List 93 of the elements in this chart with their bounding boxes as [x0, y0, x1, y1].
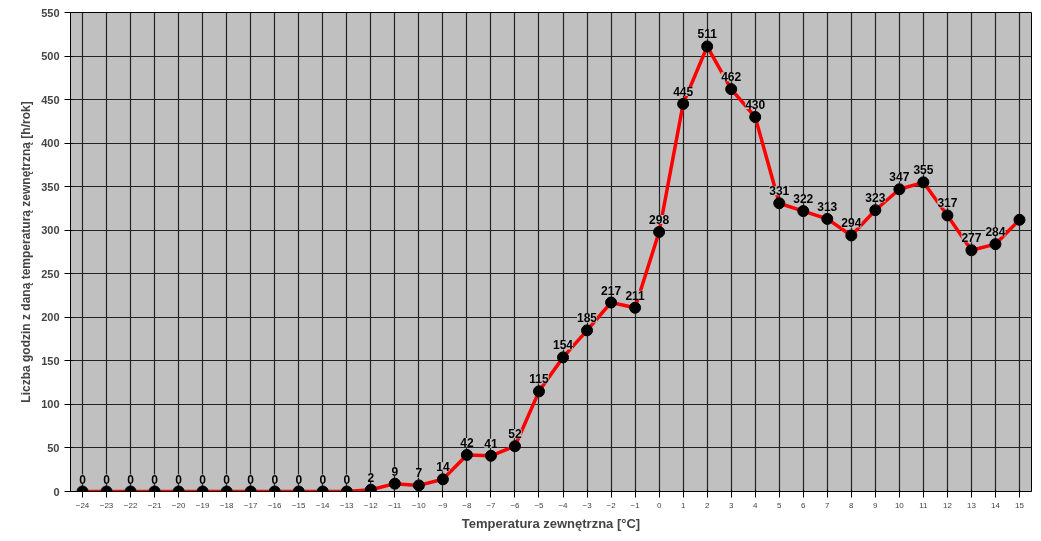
data-label: 323	[865, 191, 886, 206]
x-tick-label: 6	[801, 500, 807, 510]
data-label: 2	[367, 470, 375, 485]
data-label: 185	[577, 311, 598, 326]
x-tick-label: −3	[582, 500, 593, 510]
x-tick-label: 11	[919, 500, 929, 510]
data-label: 511	[697, 27, 718, 42]
x-tick-label: −16	[267, 500, 283, 510]
data-label: 154	[553, 338, 574, 353]
x-tick-label: −18	[219, 500, 234, 510]
x-tick-label: −22	[123, 500, 138, 510]
data-label: 0	[319, 472, 327, 487]
x-tick-label: −9	[438, 500, 448, 510]
x-tick-label: −12	[364, 500, 379, 510]
y-tick-label: 500	[41, 50, 60, 63]
data-label: 0	[175, 472, 183, 487]
data-label: 0	[271, 472, 279, 487]
data-label: 0	[127, 472, 135, 487]
x-tick-label: 2	[704, 500, 710, 510]
x-tick-label: −24	[75, 500, 90, 510]
x-tick-label: 13	[966, 500, 977, 510]
y-tick-label: 150	[41, 354, 60, 367]
x-tick-label: −6	[510, 500, 521, 510]
y-tick-label: 300	[41, 224, 60, 237]
data-label: 0	[295, 472, 303, 487]
data-label: 347	[889, 170, 910, 185]
data-label: 42	[460, 435, 474, 450]
x-tick-label: −23	[99, 500, 114, 510]
x-tick-label: −20	[171, 500, 186, 510]
x-tick-label: −4	[558, 500, 569, 510]
data-label: 355	[913, 163, 934, 178]
x-tick-label: −5	[534, 500, 545, 510]
data-label: 0	[151, 472, 159, 487]
x-tick-label: 12	[942, 500, 953, 510]
y-tick-label: 200	[41, 311, 60, 324]
y-tick-label: 0	[53, 485, 60, 498]
data-label: 52	[508, 427, 522, 442]
x-axis-title: Temperatura zewnętrzna [°C]	[461, 515, 641, 531]
x-tick-label: 4	[752, 500, 758, 510]
y-tick-label: 250	[41, 267, 60, 280]
x-tick-label: 9	[873, 500, 879, 510]
y-axis-title: Liczba godzin z daną temperaturą zewnętrzną [h/rok]	[19, 101, 34, 403]
data-label: 322	[793, 192, 814, 207]
y-tick-label: 350	[41, 180, 60, 193]
x-tick-label: −21	[147, 500, 162, 510]
data-label: 7	[415, 466, 423, 481]
data-label: 331	[769, 184, 790, 199]
x-tick-label: −15	[291, 500, 307, 510]
data-label: 9	[391, 464, 399, 479]
x-tick-label: 15	[1015, 500, 1025, 510]
data-label: 430	[745, 98, 766, 113]
data-label: 217	[601, 283, 622, 298]
x-tick-label: 14	[991, 500, 1001, 510]
x-tick-label: −1	[630, 500, 641, 510]
x-tick-label: −19	[195, 500, 210, 510]
data-label: 445	[673, 84, 694, 99]
x-tick-label: 7	[825, 500, 831, 510]
x-tick-label: −8	[462, 500, 473, 510]
data-label: 317	[937, 196, 958, 211]
data-label: 0	[79, 472, 87, 487]
x-tick-label: −11	[388, 500, 402, 510]
data-label: 14	[436, 460, 450, 475]
data-label: 462	[721, 70, 742, 85]
data-label: 41	[484, 436, 498, 451]
x-tick-label: 5	[777, 500, 783, 510]
data-label: 284	[985, 225, 1006, 240]
x-tick-label: −17	[243, 500, 259, 510]
x-tick-label: −7	[486, 500, 497, 510]
x-tick-label: −10	[412, 500, 427, 510]
x-tick-label: 0	[656, 500, 662, 510]
data-label: 115	[529, 372, 549, 387]
data-label: 0	[223, 472, 231, 487]
y-tick-label: 450	[41, 93, 60, 106]
data-label: 0	[343, 472, 351, 487]
y-tick-label: 400	[41, 137, 60, 150]
data-label: 0	[247, 472, 255, 487]
x-tick-label: 1	[680, 500, 686, 510]
y-tick-label: 550	[41, 6, 60, 19]
x-tick-label: 10	[894, 500, 905, 510]
x-tick-label: −13	[340, 500, 355, 510]
data-label: 0	[199, 472, 207, 487]
x-tick-label: 8	[849, 500, 855, 510]
y-tick-label: 50	[47, 441, 60, 454]
data-label: 298	[649, 212, 670, 227]
x-tick-label: −14	[315, 500, 331, 510]
x-tick-label: 3	[728, 500, 734, 510]
data-label: 0	[103, 472, 111, 487]
x-tick-label: −2	[606, 500, 617, 510]
data-label: 211	[625, 288, 646, 303]
data-label: 294	[841, 216, 862, 231]
data-label: 313	[817, 199, 838, 214]
data-label: 277	[961, 231, 982, 246]
y-tick-label: 100	[41, 398, 60, 411]
